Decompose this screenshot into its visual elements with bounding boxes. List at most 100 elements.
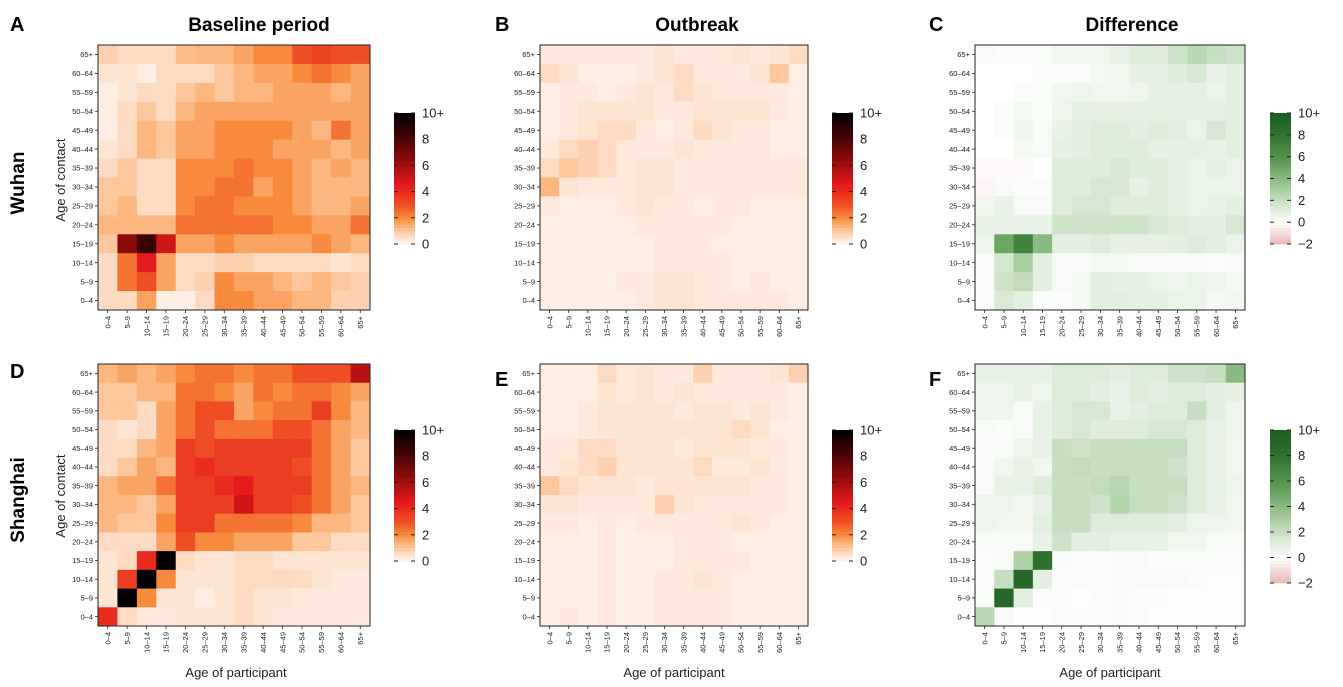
heatmap-cell xyxy=(1071,420,1092,440)
heatmap-cell xyxy=(1206,382,1227,402)
x-tick-label: 30–34 xyxy=(220,632,229,653)
heatmap-cell xyxy=(214,177,235,197)
heatmap-cell xyxy=(693,253,713,273)
y-tick-label: 60–64 xyxy=(514,69,535,78)
colorbar-segment xyxy=(1270,235,1291,239)
heatmap-cell xyxy=(693,272,713,292)
heatmap-cell xyxy=(975,196,995,216)
heatmap-cell xyxy=(253,588,274,608)
heatmap-cell xyxy=(1032,215,1053,235)
heatmap-cell xyxy=(731,139,751,159)
heatmap-cell xyxy=(175,215,196,235)
heatmap-cell xyxy=(597,234,617,254)
y-tick-label: 65+ xyxy=(957,50,970,59)
heatmap-cell xyxy=(272,82,293,103)
x-axis-label-e: Age of participant xyxy=(623,665,725,680)
heatmap-cell xyxy=(292,495,313,515)
heatmap-cell xyxy=(136,457,157,477)
heatmap-cell xyxy=(156,177,177,197)
heatmap-cell xyxy=(616,420,637,440)
heatmap-cell xyxy=(654,457,675,477)
y-tick-label: 30–34 xyxy=(514,500,535,509)
x-tick-label: 15–19 xyxy=(603,316,612,337)
colorbar-segment xyxy=(1270,148,1291,152)
heatmap-cell xyxy=(253,63,274,84)
colorbar-segment xyxy=(832,113,853,117)
heatmap-cell xyxy=(1129,438,1149,458)
colorbar-segment xyxy=(1270,213,1291,218)
heatmap-cell xyxy=(292,438,313,458)
heatmap-cell xyxy=(635,476,656,496)
heatmap-cell xyxy=(693,551,713,571)
heatmap-cell xyxy=(788,158,809,178)
colorbar-segment xyxy=(1270,477,1291,482)
heatmap-cell xyxy=(712,364,732,384)
heatmap-cell xyxy=(1110,401,1130,421)
x-tick-label: 60–64 xyxy=(775,316,784,337)
colorbar-segment xyxy=(1270,121,1291,125)
heatmap-cell xyxy=(195,45,215,65)
heatmap-cell xyxy=(272,215,293,235)
colorbar-segment xyxy=(832,531,853,536)
heatmap-cell xyxy=(1167,495,1188,515)
heatmap-cell xyxy=(234,177,254,197)
heatmap-cell xyxy=(331,253,351,273)
heatmap-cell xyxy=(693,513,713,533)
heatmap-cell xyxy=(311,196,332,216)
colorbar-segment xyxy=(832,240,853,245)
heatmap-cell xyxy=(1225,476,1246,496)
heatmap-cell xyxy=(98,45,118,65)
colorbar-segment xyxy=(832,452,853,457)
colorbar-tick-label: 4 xyxy=(1298,499,1305,514)
heatmap-cell xyxy=(1032,364,1053,384)
heatmap-cell xyxy=(559,101,579,122)
heatmap-cell xyxy=(1129,457,1149,477)
heatmap-cell xyxy=(1032,158,1053,178)
colorbar-segment xyxy=(394,162,415,166)
heatmap-cell xyxy=(331,569,351,589)
x-tick-label: 30–34 xyxy=(1096,316,1105,337)
heatmap-cell xyxy=(1206,607,1227,627)
colorbar-segment xyxy=(394,158,415,163)
y-tick-label: 5–9 xyxy=(957,594,970,603)
heatmap-cell xyxy=(1052,158,1072,178)
panel-letter-e: E xyxy=(495,369,508,391)
colorbar-tick-label: 8 xyxy=(860,132,867,147)
y-tick-label: 35–39 xyxy=(514,164,535,173)
y-tick-label: 20–24 xyxy=(949,537,970,546)
heatmap-cell xyxy=(350,253,371,273)
heatmap-cell xyxy=(1129,63,1149,84)
heatmap-cell xyxy=(635,63,656,84)
colorbar-segment xyxy=(394,538,415,542)
heatmap-cell xyxy=(750,82,771,103)
heatmap-cell xyxy=(1071,495,1092,515)
heatmap-cell xyxy=(1071,291,1092,311)
heatmap-cell xyxy=(214,253,235,273)
heatmap-cell xyxy=(1071,588,1092,608)
heatmap-cell xyxy=(788,513,809,533)
heatmap-cell xyxy=(175,476,196,496)
y-tick-label: 0–4 xyxy=(522,612,535,621)
heatmap-cell xyxy=(98,551,118,571)
heatmap-cell xyxy=(1052,215,1072,235)
heatmap-cell xyxy=(769,177,790,197)
heatmap-cell xyxy=(1225,569,1246,589)
heatmap-cell xyxy=(331,101,351,122)
heatmap-cell xyxy=(635,551,656,571)
heatmap-cell xyxy=(654,272,675,292)
colorbar-tick-label: 4 xyxy=(422,501,429,516)
heatmap-cell xyxy=(597,272,617,292)
heatmap-cell xyxy=(1071,215,1092,235)
heatmap-cell xyxy=(712,139,732,159)
heatmap-cell xyxy=(731,291,751,311)
heatmap-cell xyxy=(1110,196,1130,216)
colorbar-segment xyxy=(1270,535,1291,539)
heatmap-cell xyxy=(214,101,235,122)
heatmap-cell xyxy=(1071,364,1092,384)
heatmap-cell xyxy=(136,196,157,216)
heatmap-cell xyxy=(788,101,809,122)
heatmap-cell xyxy=(597,569,617,589)
heatmap-cell xyxy=(117,438,138,458)
heatmap-cell xyxy=(1013,401,1034,421)
heatmap-cell xyxy=(1129,364,1149,384)
